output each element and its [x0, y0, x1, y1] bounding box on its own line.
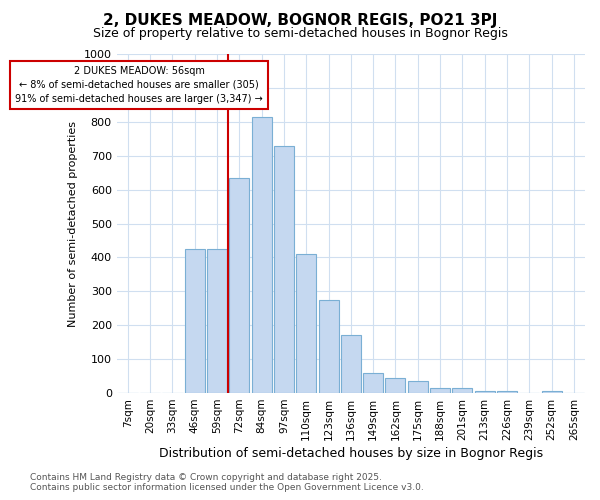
Bar	[408, 381, 428, 393]
Text: Contains HM Land Registry data © Crown copyright and database right 2025.
Contai: Contains HM Land Registry data © Crown c…	[30, 473, 424, 492]
Bar	[497, 392, 517, 393]
Bar	[185, 249, 205, 393]
X-axis label: Distribution of semi-detached houses by size in Bognor Regis: Distribution of semi-detached houses by …	[159, 447, 543, 460]
Bar	[430, 388, 450, 393]
Bar	[475, 392, 494, 393]
Bar	[251, 116, 272, 393]
Bar	[319, 300, 338, 393]
Bar	[363, 372, 383, 393]
Bar	[341, 336, 361, 393]
Bar	[207, 249, 227, 393]
Bar	[452, 388, 472, 393]
Text: 2, DUKES MEADOW, BOGNOR REGIS, PO21 3PJ: 2, DUKES MEADOW, BOGNOR REGIS, PO21 3PJ	[103, 12, 497, 28]
Bar	[274, 146, 294, 393]
Bar	[385, 378, 406, 393]
Bar	[229, 178, 250, 393]
Text: Size of property relative to semi-detached houses in Bognor Regis: Size of property relative to semi-detach…	[92, 28, 508, 40]
Bar	[296, 254, 316, 393]
Bar	[542, 392, 562, 393]
Y-axis label: Number of semi-detached properties: Number of semi-detached properties	[68, 120, 79, 326]
Text: 2 DUKES MEADOW: 56sqm
← 8% of semi-detached houses are smaller (305)
91% of semi: 2 DUKES MEADOW: 56sqm ← 8% of semi-detac…	[15, 66, 263, 104]
